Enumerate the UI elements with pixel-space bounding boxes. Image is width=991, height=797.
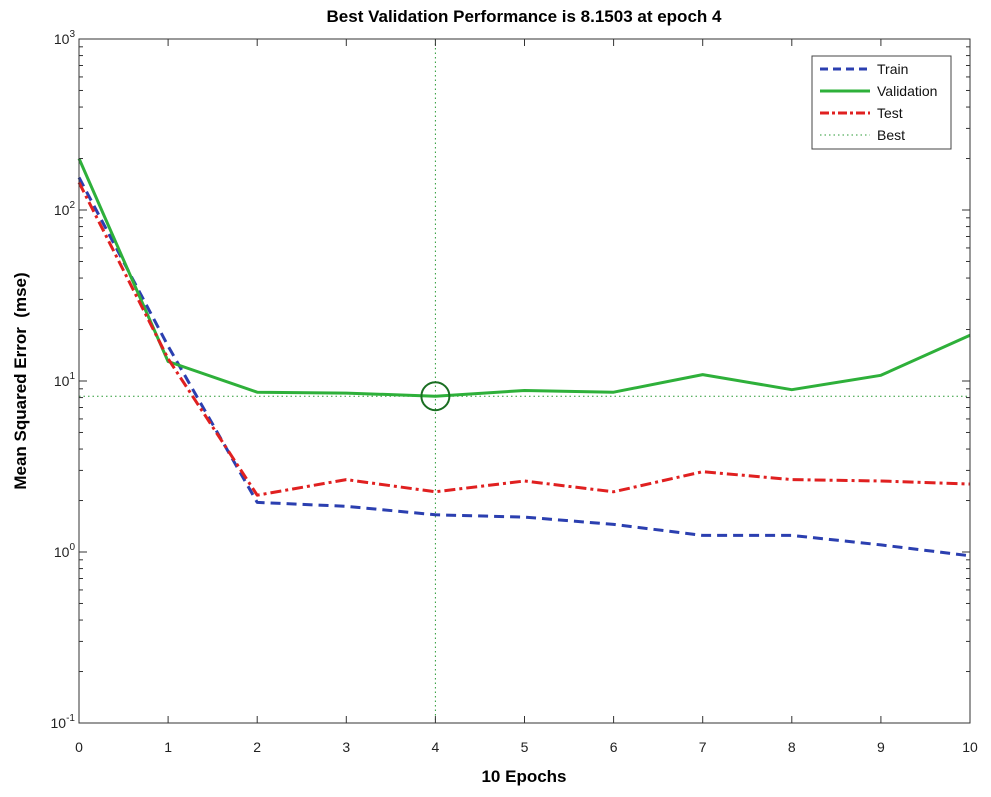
x-tick-label: 3 [342, 739, 350, 755]
legend-entries: Train Validation Test Best [820, 61, 937, 143]
y-tick-label: 102 [54, 200, 76, 218]
x-tick-label: 9 [877, 739, 885, 755]
x-axis-label: 10 Epochs [481, 767, 566, 786]
series-lines [77, 157, 971, 558]
y-tick-label: 10-1 [51, 713, 76, 731]
legend-label-validation: Validation [877, 83, 937, 99]
y-axis-ticks: 103 102 101 100 10-1 [51, 29, 970, 731]
series-line-train [77, 176, 971, 558]
y-tick-label: 101 [54, 371, 76, 389]
chart-title: Best Validation Performance is 8.1503 at… [327, 7, 722, 26]
x-tick-label: 6 [610, 739, 618, 755]
best-point-marker [420, 381, 451, 412]
y-tick-label: 103 [54, 29, 76, 47]
legend-label-train: Train [877, 61, 908, 77]
y-tick-label: 100 [54, 542, 76, 560]
x-tick-label: 4 [432, 739, 440, 755]
x-tick-label: 7 [699, 739, 707, 755]
x-tick-label: 2 [253, 739, 261, 755]
legend-box [811, 55, 952, 150]
x-tick-label: 0 [75, 739, 83, 755]
x-tick-label: 8 [788, 739, 796, 755]
x-tick-label: 10 [962, 739, 978, 755]
x-axis-ticks: 0 1 2 3 4 5 6 7 8 9 10 [75, 39, 978, 755]
x-tick-label: 5 [521, 739, 529, 755]
series-line-validation [77, 157, 971, 398]
legend-label-best: Best [877, 127, 905, 143]
legend-label-test: Test [877, 105, 903, 121]
x-tick-label: 1 [164, 739, 172, 755]
legend: Train Validation Test Best [811, 55, 952, 150]
reference-lines [79, 39, 970, 723]
series-line-test [77, 181, 971, 497]
y-axis-label: Mean Squared Error (mse) [11, 272, 30, 489]
